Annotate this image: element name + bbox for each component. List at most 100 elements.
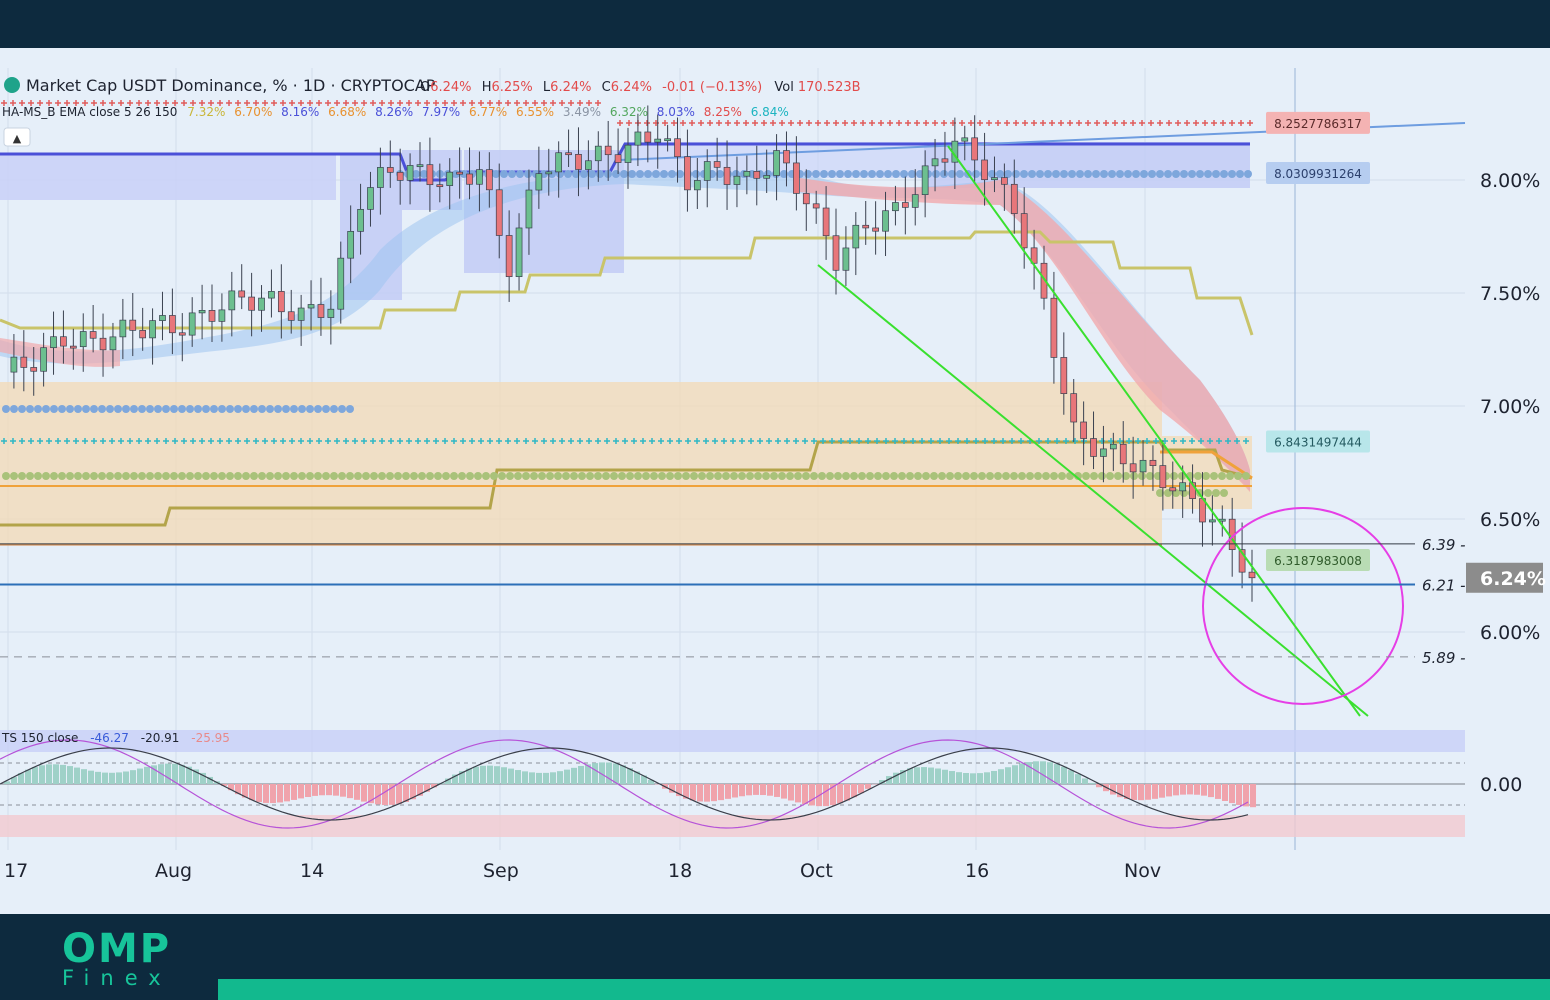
dot-marker <box>202 405 210 413</box>
oscillator-legend[interactable]: TS 150 close -46.27 -20.91 -25.95 <box>1 731 230 745</box>
candle-body <box>931 158 939 167</box>
dot-marker <box>852 170 860 178</box>
candle-body <box>1238 549 1246 573</box>
dot-marker <box>394 472 402 480</box>
candle-body <box>287 311 295 321</box>
dot-marker <box>402 472 410 480</box>
dot-marker <box>1122 472 1130 480</box>
indicator-legend[interactable]: HA-MS_B EMA close 5 26 150 7.32% 6.70% 8… <box>2 105 789 119</box>
osc-bar <box>1019 763 1025 784</box>
candle-body <box>991 177 998 181</box>
dot-marker <box>1098 472 1106 480</box>
osc-bar <box>508 768 514 784</box>
dot-marker <box>530 472 538 480</box>
dot-marker <box>442 472 450 480</box>
dot-marker <box>580 170 588 178</box>
level-labels: 8.2527786317 8.0309931264 6.8431497444 6.31… <box>1266 111 1370 571</box>
candle-body <box>505 235 513 278</box>
dot-marker <box>194 405 202 413</box>
price-chart[interactable]: Market Cap USDT Dominance, % · 1D · CRYP… <box>0 48 1550 914</box>
dot-marker <box>1138 472 1146 480</box>
candle-body <box>1109 443 1117 450</box>
osc-bar <box>165 763 171 784</box>
osc-bar <box>1208 784 1214 798</box>
dot-marker <box>498 472 506 480</box>
osc-bar <box>494 766 500 784</box>
dot-marker <box>170 405 178 413</box>
candle-body <box>20 356 28 368</box>
osc-bar <box>4 781 10 784</box>
candle-body <box>248 296 255 311</box>
low-value: 6.24% <box>550 80 591 95</box>
osc-bar <box>1089 782 1095 784</box>
oscillator-value: -25.95 <box>191 731 230 745</box>
time-axis[interactable]: 17 Aug 14 Sep 18 Oct 16 Nov <box>4 860 1161 882</box>
osc-bar <box>683 784 689 799</box>
osc-bar <box>627 768 633 784</box>
candle-body <box>139 330 147 339</box>
osc-bar <box>613 763 619 784</box>
candle-body <box>1090 438 1097 457</box>
osc-bar <box>956 772 962 784</box>
dot-marker <box>538 472 546 480</box>
dot-marker <box>930 472 938 480</box>
price-axis[interactable]: 8.00% 7.50% 7.00% 6.50% 6.00% 6.24% 0.00 <box>1466 170 1546 796</box>
candle-body <box>981 159 988 181</box>
dot-marker <box>130 405 138 413</box>
candle-body <box>1070 393 1078 423</box>
candle-body <box>852 224 860 249</box>
candle-body <box>565 152 572 156</box>
dot-marker <box>98 472 106 480</box>
dot-marker <box>634 472 642 480</box>
dot-marker <box>996 170 1004 178</box>
osc-bar <box>88 770 94 784</box>
dot-marker <box>26 405 34 413</box>
dot-marker <box>210 472 218 480</box>
chart-area: Market Cap USDT Dominance, % · 1D · CRYP… <box>0 48 1550 914</box>
ema-cloud-blue <box>0 172 1250 490</box>
candle-body <box>575 153 582 170</box>
osc-bar <box>116 772 122 784</box>
candle-body <box>69 345 77 349</box>
dot-marker <box>570 472 578 480</box>
candle-body <box>525 189 533 229</box>
osc-bar <box>1152 784 1158 799</box>
candle-body <box>377 167 384 188</box>
osc-upper-band <box>0 730 1465 752</box>
dot-marker <box>828 170 836 178</box>
osc-bar <box>522 771 528 784</box>
dot-marker <box>106 405 114 413</box>
candle-body <box>386 167 394 173</box>
dot-marker <box>1196 170 1204 178</box>
symbol-legend[interactable]: Market Cap USDT Dominance, % · 1D · CRYP… <box>2 76 861 147</box>
ema-orange-line <box>1160 450 1253 480</box>
dot-marker <box>122 472 130 480</box>
osc-bar <box>781 784 787 799</box>
time-tick: 14 <box>300 860 324 882</box>
dot-marker <box>1130 472 1138 480</box>
dot-marker <box>932 170 940 178</box>
dot-marker <box>138 405 146 413</box>
osc-bar <box>564 769 570 784</box>
osc-bar <box>1145 784 1151 800</box>
top-frame-bar <box>0 0 1550 48</box>
osc-bar <box>1229 784 1235 804</box>
dot-marker <box>906 472 914 480</box>
dot-marker <box>804 170 812 178</box>
collapse-legend-button[interactable] <box>3 127 31 147</box>
level-label-blue-text: 8.0309931264 <box>1274 167 1362 181</box>
dot-marker <box>994 472 1002 480</box>
candle-body <box>188 312 196 336</box>
dot-marker <box>1148 170 1156 178</box>
indicator-value: 6.70% <box>234 105 272 119</box>
dot-marker <box>578 472 586 480</box>
indicator-value: 8.25% <box>704 105 742 119</box>
candle-body <box>545 171 553 175</box>
support-level-label: 5.89 - <box>1422 649 1466 667</box>
osc-bar <box>186 766 192 784</box>
osc-bar <box>459 771 465 784</box>
dot-marker <box>1052 170 1060 178</box>
ohlc-readout: O6.24% H6.25% L6.24% C6.24% -0.01 (−0.13… <box>420 80 861 95</box>
level-label-blue <box>1266 161 1370 184</box>
dot-marker <box>948 170 956 178</box>
